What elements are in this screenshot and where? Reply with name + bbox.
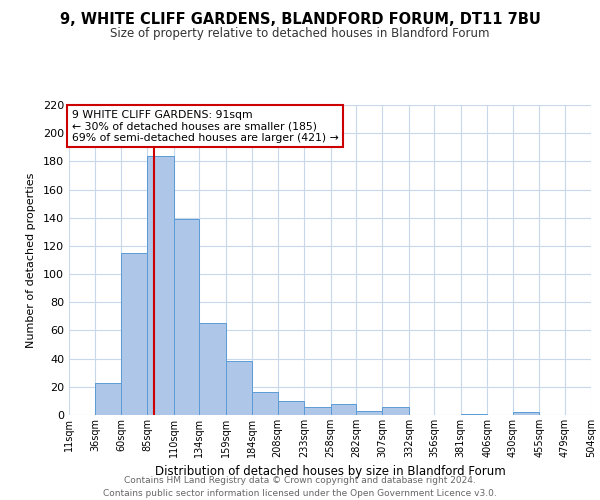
Bar <box>382 406 409 415</box>
Bar <box>512 412 539 415</box>
Y-axis label: Number of detached properties: Number of detached properties <box>26 172 36 348</box>
Bar <box>226 362 252 415</box>
Bar <box>121 253 148 415</box>
Text: 9, WHITE CLIFF GARDENS, BLANDFORD FORUM, DT11 7BU: 9, WHITE CLIFF GARDENS, BLANDFORD FORUM,… <box>59 12 541 28</box>
Bar <box>252 392 278 415</box>
Text: 9 WHITE CLIFF GARDENS: 91sqm
← 30% of detached houses are smaller (185)
69% of s: 9 WHITE CLIFF GARDENS: 91sqm ← 30% of de… <box>71 110 338 143</box>
Bar <box>461 414 487 415</box>
Text: Contains HM Land Registry data © Crown copyright and database right 2024.
Contai: Contains HM Land Registry data © Crown c… <box>103 476 497 498</box>
Bar <box>174 219 199 415</box>
X-axis label: Distribution of detached houses by size in Blandford Forum: Distribution of detached houses by size … <box>155 466 505 478</box>
Text: Size of property relative to detached houses in Blandford Forum: Size of property relative to detached ho… <box>110 28 490 40</box>
Bar <box>148 156 174 415</box>
Bar <box>304 406 331 415</box>
Bar <box>356 411 382 415</box>
Bar <box>331 404 356 415</box>
Bar <box>199 324 226 415</box>
Bar <box>95 382 121 415</box>
Bar <box>278 401 304 415</box>
